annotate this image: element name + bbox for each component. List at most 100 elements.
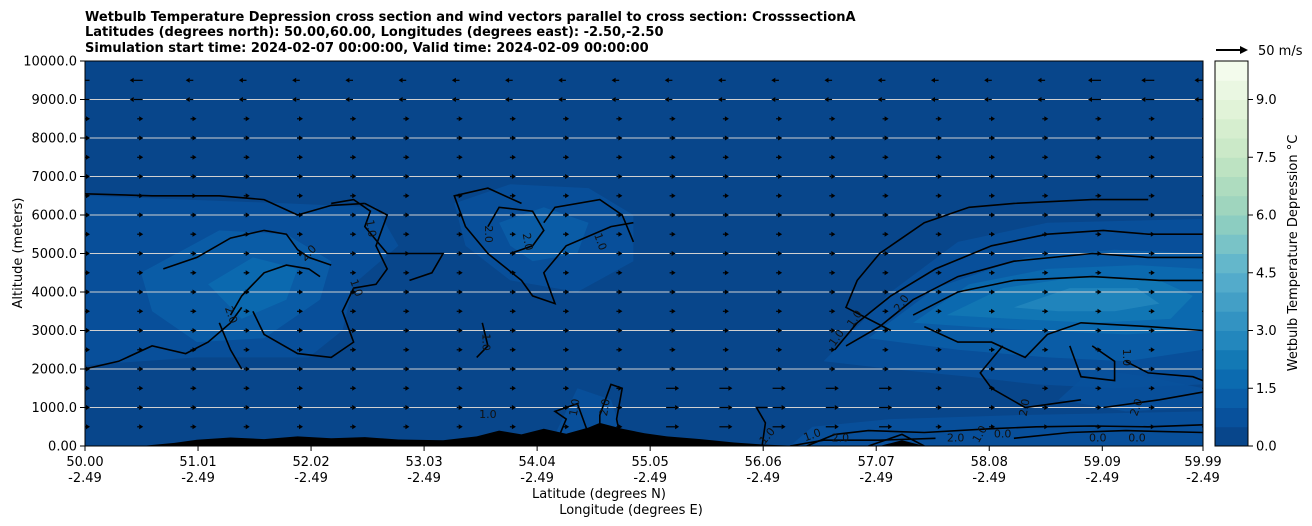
wind-vector-head xyxy=(405,212,410,218)
y-tick-label-10: 10000.0 xyxy=(23,55,77,70)
contour-line-21 xyxy=(1069,345,1116,382)
wind-vector-head xyxy=(1150,270,1155,276)
wind-vector-head xyxy=(299,424,303,430)
wind-vector-head xyxy=(991,135,995,141)
x-tick-lat-7: 57.07 xyxy=(858,455,895,470)
wind-vector-head xyxy=(565,193,570,199)
wind-vector-head xyxy=(831,174,836,179)
colorbar-tick-label-5: 7.5 xyxy=(1256,151,1277,166)
wind-vector-head xyxy=(1204,116,1208,121)
wind-vector-head xyxy=(352,154,357,160)
wind-vector-head xyxy=(352,212,357,218)
x-tick-lon-10: -2.49 xyxy=(1186,471,1220,486)
wind-vector-head xyxy=(352,231,357,237)
wind-vector-head xyxy=(618,251,623,256)
wind-vector-head xyxy=(86,328,90,333)
wind-vector-head xyxy=(1097,366,1102,372)
wind-vector-head xyxy=(1204,309,1208,314)
wind-vector-head xyxy=(671,193,676,199)
wind-vector-head xyxy=(991,405,995,410)
wind-vector-head xyxy=(724,154,729,160)
wind-vector-head xyxy=(831,231,836,237)
wind-vector-head xyxy=(192,193,197,199)
x-tick-lat-9: 59.09 xyxy=(1084,455,1121,470)
wind-vector-head xyxy=(1044,347,1049,353)
wind-vector-head xyxy=(86,174,90,179)
wind-vector-head xyxy=(86,308,90,314)
wind-vector-head xyxy=(139,289,144,295)
contour-line-10 xyxy=(476,322,489,358)
wind-vector-head xyxy=(299,193,303,199)
wind-vector-head xyxy=(884,174,889,179)
wind-vector-head xyxy=(511,385,516,391)
wind-vector-head xyxy=(937,270,942,276)
wind-vector-head xyxy=(565,116,570,122)
colorbar-frame xyxy=(1214,60,1249,447)
contour-label-2: 1.0 xyxy=(347,278,365,299)
wind-vector-head xyxy=(511,251,516,256)
wind-vector-head xyxy=(86,289,90,295)
wind-vector-head xyxy=(192,366,197,372)
wind-vector-head xyxy=(884,289,889,295)
wind-vector-head xyxy=(139,231,144,237)
wind-vector-head xyxy=(352,308,357,314)
wind-vector-head xyxy=(1150,328,1155,333)
wind-vector-head xyxy=(405,289,410,295)
wind-vector-head xyxy=(831,251,836,256)
wind-vector-head xyxy=(991,154,995,160)
colorbar-band-6 xyxy=(1215,311,1248,331)
wind-vector-head xyxy=(405,405,410,410)
wind-vector-head xyxy=(1150,174,1155,179)
wind-vector-head xyxy=(937,289,942,295)
contour-line-15 xyxy=(789,437,936,446)
wind-vector-head xyxy=(1150,347,1155,353)
wind-vector-head xyxy=(884,347,889,353)
wind-vector-head xyxy=(1037,97,1042,102)
wind-vector-head xyxy=(511,212,516,218)
wind-vector-head xyxy=(86,270,90,276)
contour-line-11 xyxy=(553,402,590,446)
wind-vector-head xyxy=(991,328,995,333)
wind-vector-head xyxy=(345,77,350,83)
wind-vector-head xyxy=(86,385,90,391)
wind-vector-head xyxy=(877,77,882,83)
wind-vector-head xyxy=(245,193,250,199)
contour-line-9 xyxy=(543,198,635,243)
wind-vector-head xyxy=(565,366,570,372)
wind-vector-head xyxy=(1150,135,1155,141)
wind-vector-head xyxy=(245,116,250,122)
wind-vector-head xyxy=(352,174,357,179)
wind-vector-head xyxy=(352,116,357,122)
wind-vector-head xyxy=(405,328,410,333)
wind-vector-head xyxy=(831,308,836,314)
wind-vector-head xyxy=(299,385,303,391)
wind-vector-head xyxy=(511,135,516,141)
wind-vector-head xyxy=(405,308,410,314)
wind-vector-head xyxy=(245,308,250,314)
wind-vector-head xyxy=(299,308,303,314)
colorbar-label: Wetbulb Temperature Depression °C xyxy=(1286,135,1301,372)
wind-vector-head xyxy=(245,231,250,237)
x-axis-label: Latitude (degrees N) xyxy=(532,487,666,502)
wind-vector-head xyxy=(192,154,197,160)
wind-vector-head xyxy=(671,212,676,218)
contour-label-8: 1.0 xyxy=(479,408,497,421)
wind-vector-head xyxy=(991,231,995,237)
wind-vector-head xyxy=(831,116,836,122)
x-tick-lon-5: -2.49 xyxy=(633,471,667,486)
wind-vector-head xyxy=(86,366,90,372)
contour-line-22 xyxy=(1125,360,1203,382)
wind-vector-head xyxy=(675,424,680,430)
wind-vector-head xyxy=(724,308,729,314)
colorbar-band-1 xyxy=(1215,407,1248,428)
colorbar-band-14 xyxy=(1215,157,1248,177)
wind-vector-head xyxy=(1044,251,1049,256)
wind-vector-head xyxy=(405,116,410,122)
wind-vector-head xyxy=(618,328,623,333)
wind-vector-head xyxy=(192,405,197,410)
chart-title-line-1: Wetbulb Temperature Depression cross sec… xyxy=(85,10,856,25)
wind-vector-head xyxy=(671,289,676,295)
wind-vector-head xyxy=(1204,232,1208,237)
wind-vector-head xyxy=(458,251,463,256)
wind-vector-head xyxy=(345,97,350,102)
